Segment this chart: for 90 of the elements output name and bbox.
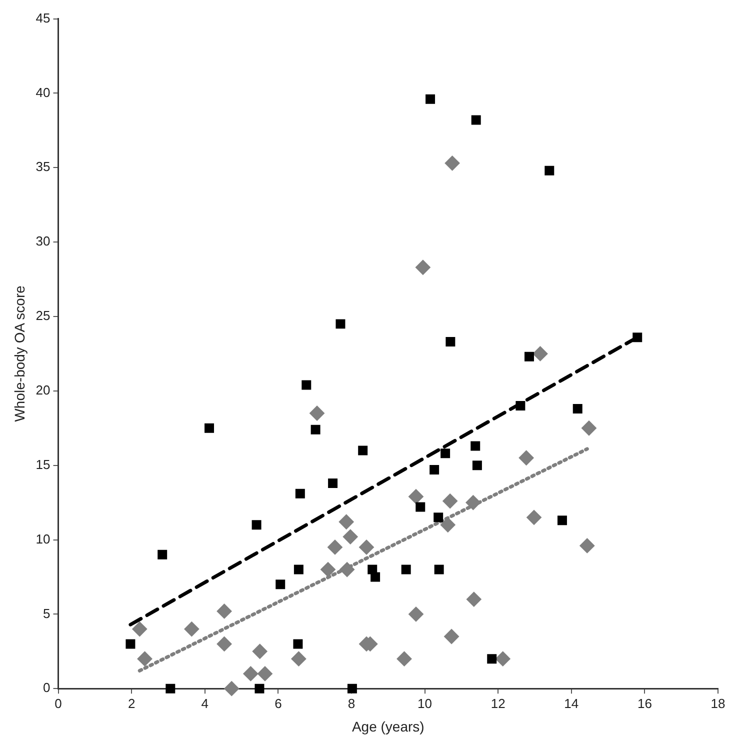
- point: [204, 423, 214, 433]
- point: [257, 666, 272, 682]
- x-tick-label: 8: [348, 696, 356, 711]
- x-tick-label: 6: [274, 696, 282, 711]
- point: [252, 520, 262, 530]
- x-tick-label: 18: [710, 696, 726, 711]
- x-tick-label: 16: [637, 696, 652, 711]
- point: [338, 514, 354, 530]
- point: [444, 629, 460, 644]
- point: [310, 424, 320, 434]
- point: [243, 666, 258, 682]
- point: [295, 488, 305, 498]
- point: [532, 346, 548, 362]
- point: [408, 606, 424, 622]
- point: [581, 420, 596, 436]
- point: [216, 636, 232, 652]
- y-tick-label: 45: [36, 10, 50, 26]
- point: [430, 465, 440, 475]
- point: [440, 448, 450, 458]
- point: [466, 495, 481, 510]
- point: [434, 564, 444, 574]
- point: [294, 564, 304, 574]
- point: [408, 489, 424, 504]
- point: [126, 639, 136, 649]
- point: [470, 441, 480, 451]
- x-tick-label: 2: [128, 696, 136, 711]
- y-tick-label: 25: [36, 308, 50, 324]
- point: [327, 540, 342, 555]
- y-tick-label: 5: [43, 606, 50, 621]
- point: [401, 564, 411, 574]
- point: [444, 156, 460, 171]
- y-tick-label: 35: [36, 159, 50, 174]
- point: [252, 644, 268, 659]
- y-tick-label: 15: [36, 456, 50, 472]
- point: [416, 502, 426, 512]
- point: [580, 538, 595, 554]
- point: [632, 332, 642, 342]
- x-axis-title: Age (years): [352, 718, 424, 734]
- x-tick-label: 14: [564, 696, 579, 711]
- point: [471, 115, 481, 125]
- point: [495, 651, 510, 666]
- point: [132, 622, 148, 637]
- point: [518, 450, 534, 466]
- point: [184, 622, 200, 637]
- point: [526, 510, 542, 525]
- point: [572, 404, 582, 414]
- point: [347, 684, 357, 694]
- y-tick-label: 20: [36, 382, 50, 398]
- point: [516, 401, 526, 411]
- y-tick-label: 0: [43, 680, 50, 696]
- x-tick-label: 12: [490, 696, 506, 711]
- y-tick-label: 10: [36, 531, 50, 546]
- x-tick-label: 4: [201, 696, 208, 711]
- point: [291, 651, 306, 666]
- point: [487, 654, 497, 664]
- point: [342, 529, 358, 544]
- point: [216, 604, 232, 619]
- point: [224, 681, 240, 696]
- point: [446, 337, 456, 347]
- y-axis-title: Whole-body OA score: [11, 285, 28, 422]
- point: [396, 651, 412, 666]
- point: [358, 446, 368, 456]
- point: [254, 684, 264, 694]
- point: [336, 319, 346, 329]
- x-tick-label: 0: [54, 696, 62, 711]
- point: [276, 580, 286, 590]
- y-tick-label: 30: [36, 234, 50, 249]
- point: [466, 592, 482, 607]
- point: [302, 380, 312, 390]
- point: [544, 166, 554, 176]
- point: [442, 494, 458, 509]
- point: [426, 94, 436, 104]
- point: [293, 639, 303, 649]
- point: [440, 517, 456, 532]
- point: [137, 651, 152, 666]
- point: [328, 478, 338, 488]
- point: [415, 260, 430, 275]
- point: [166, 684, 176, 694]
- y-tick-label: 40: [36, 84, 50, 100]
- point: [370, 572, 380, 582]
- point: [158, 550, 168, 560]
- point: [434, 512, 444, 522]
- point: [524, 352, 534, 362]
- point: [340, 562, 355, 578]
- point: [359, 540, 374, 555]
- point: [472, 460, 482, 470]
- point: [557, 516, 567, 526]
- point: [320, 562, 336, 578]
- point: [310, 406, 325, 421]
- x-tick-label: 10: [418, 696, 432, 711]
